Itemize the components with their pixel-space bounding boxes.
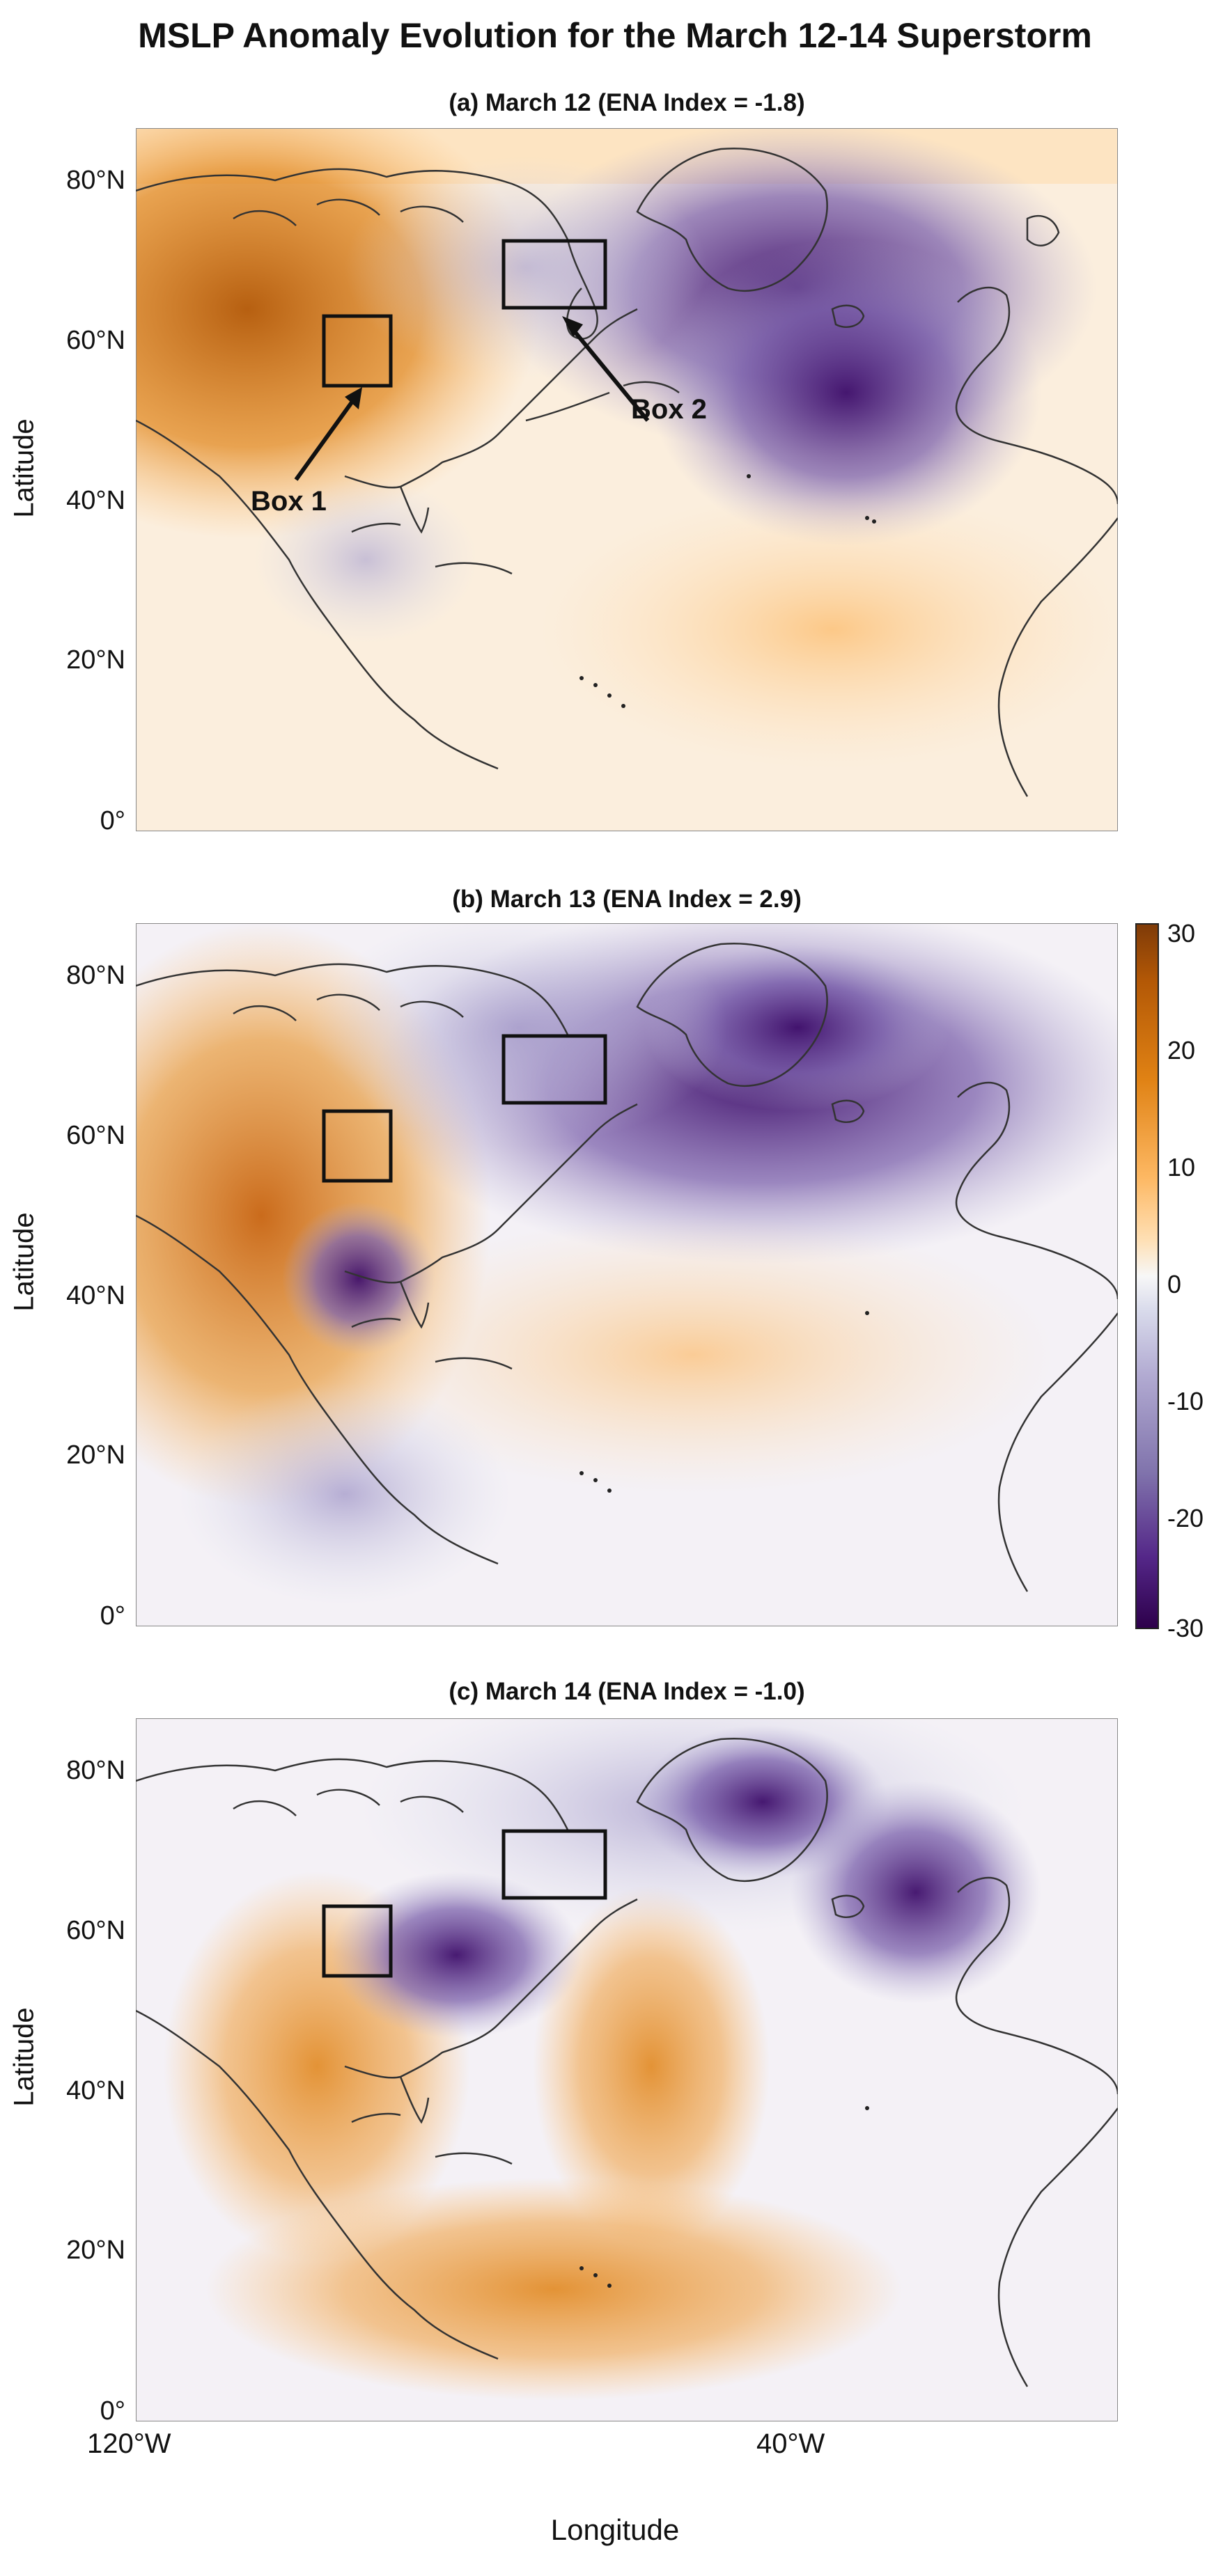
panel-b-ytick-20: 20°N: [66, 1440, 125, 1470]
panel-c-ylabel: Latitude: [8, 2007, 40, 2107]
box-1-arrow: [294, 391, 361, 481]
panel-a-ylabel: Latitude: [8, 418, 40, 518]
panel-b-ytick-60: 60°N: [66, 1121, 125, 1150]
panel-b-ytick-40: 40°N: [66, 1281, 125, 1310]
panel-a-ytick-80: 80°N: [66, 166, 125, 195]
panel-a-box-2: [501, 239, 607, 310]
xtick-120w: 120°W: [87, 2428, 171, 2459]
panel-c-ytick-80: 80°N: [66, 1756, 125, 1785]
panel-c-map: [136, 1718, 1118, 2421]
panel-c-high-anomaly-east: [533, 1885, 770, 2247]
colorbar-tick-minus-10: -10: [1167, 1387, 1204, 1415]
panel-c-box-2: [501, 1829, 607, 1900]
panel-c-ytick-0: 0°: [100, 2396, 125, 2426]
colorbar-tick-20: 20: [1167, 1036, 1196, 1065]
panel-c-coastlines: [136, 1738, 1118, 2387]
panel-b-ytick-80: 80°N: [66, 961, 125, 990]
panel-a-title: (a) March 12 (ENA Index = -1.8): [449, 89, 805, 116]
panel-c-ytick-60: 60°N: [66, 1916, 125, 1945]
panel-b-ytick-0: 0°: [100, 1601, 125, 1631]
panel-b-box-2: [501, 1034, 607, 1105]
panel-b-ylabel: Latitude: [8, 1212, 40, 1312]
panel-a-ytick-20: 20°N: [66, 645, 125, 675]
figure-title: MSLP Anomaly Evolution for the March 12-…: [138, 16, 1092, 55]
box-2-label: Box 2: [631, 394, 707, 425]
box-1-label: Box 1: [251, 486, 327, 517]
panel-b-box-1: [322, 1109, 393, 1183]
panel-c-ytick-40: 40°N: [66, 2076, 125, 2105]
panel-c-ytick-20: 20°N: [66, 2236, 125, 2265]
colorbar-tick-0: 0: [1167, 1270, 1182, 1298]
colorbar: [1135, 923, 1159, 1629]
colorbar-tick-minus-20: -20: [1167, 1504, 1204, 1532]
x-axis-label: Longitude: [550, 2513, 680, 2546]
panel-a-box-1: [322, 314, 393, 388]
colorbar-tick-10: 10: [1167, 1153, 1196, 1181]
panel-a-coastlines: [136, 148, 1118, 797]
xtick-40w: 40°W: [756, 2428, 825, 2459]
panel-c-box-1: [322, 1904, 393, 1978]
panel-b-coastlines: [136, 943, 1118, 1592]
colorbar-tick-minus-30: -30: [1167, 1614, 1204, 1642]
panel-a-islands: [579, 474, 876, 708]
panel-a-ytick-60: 60°N: [66, 326, 125, 355]
panel-b-map: [136, 923, 1118, 1626]
panel-a-ytick-40: 40°N: [66, 486, 125, 515]
panel-a-map: [136, 128, 1118, 831]
box-2-arrow: [566, 322, 650, 422]
panel-b-title: (b) March 13 (ENA Index = 2.9): [452, 886, 802, 913]
colorbar-tick-30: 30: [1167, 919, 1196, 948]
panel-a-ytick-0: 0°: [100, 806, 125, 835]
panel-c-title: (c) March 14 (ENA Index = -1.0): [449, 1678, 805, 1705]
